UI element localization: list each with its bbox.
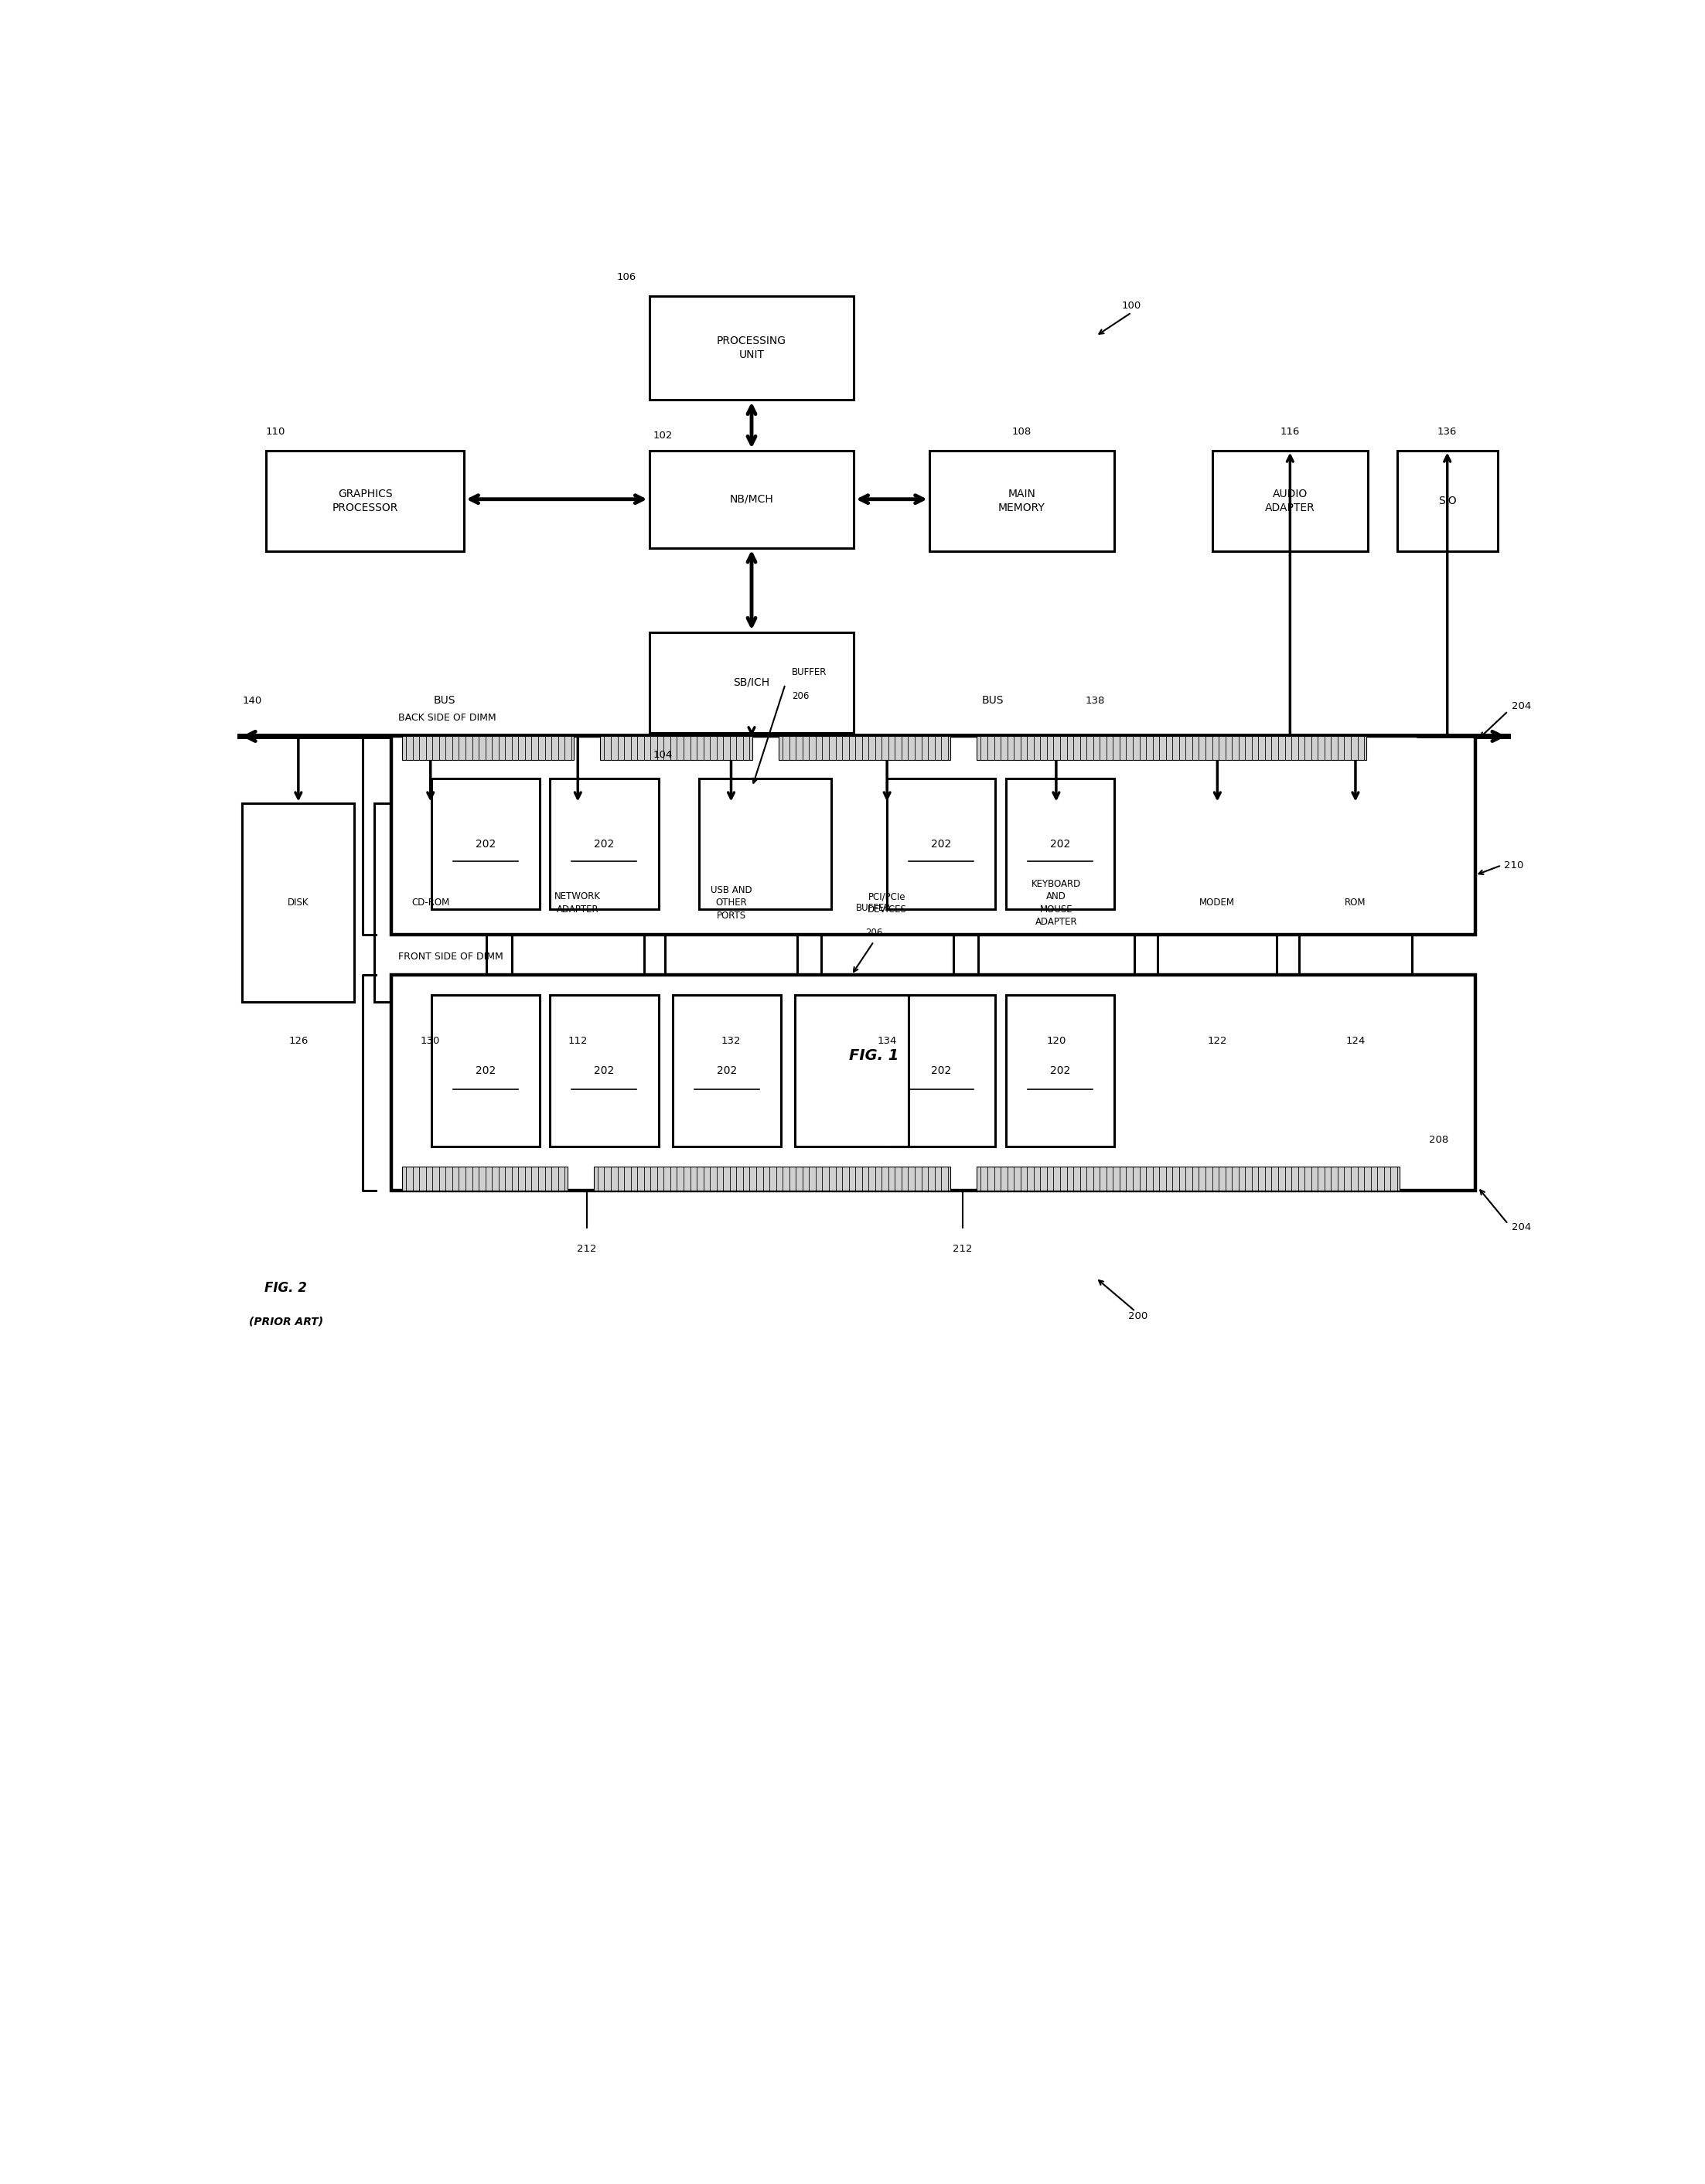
Text: 202: 202 (593, 839, 614, 850)
Bar (665, 804, 798, 1002)
Text: GRAPHICS
PROCESSOR: GRAPHICS PROCESSOR (332, 489, 397, 513)
Text: 106: 106 (617, 273, 636, 282)
Text: 100: 100 (1122, 301, 1141, 310)
Text: NB/MCH: NB/MCH (730, 494, 774, 505)
Text: BUS: BUS (982, 695, 1004, 705)
Text: MODEM: MODEM (1200, 898, 1234, 909)
Text: FIG. 1: FIG. 1 (849, 1048, 899, 1064)
Text: SIO: SIO (1437, 496, 1456, 507)
Text: ROM: ROM (1345, 898, 1366, 909)
Text: 116: 116 (1280, 426, 1299, 437)
Text: AUDIO
ADAPTER: AUDIO ADAPTER (1265, 489, 1315, 513)
Bar (1158, 804, 1277, 1002)
Bar (929, 450, 1115, 550)
Bar (512, 804, 644, 1002)
Bar (887, 778, 996, 909)
Text: 138: 138 (1086, 697, 1105, 705)
Text: 202: 202 (476, 839, 496, 850)
Text: 212: 212 (953, 1245, 972, 1254)
Text: 210: 210 (1504, 860, 1524, 869)
Bar (979, 804, 1134, 1002)
Bar (600, 736, 752, 760)
Text: USB AND
OTHER
PORTS: USB AND OTHER PORTS (711, 885, 752, 922)
Bar (822, 804, 953, 1002)
Text: 108: 108 (1013, 426, 1032, 437)
Bar (650, 295, 854, 400)
Bar (977, 1166, 1400, 1190)
Text: 120: 120 (1047, 1035, 1066, 1046)
Bar (1006, 996, 1115, 1147)
Bar (402, 1166, 568, 1190)
Text: CD-ROM: CD-ROM (411, 898, 450, 909)
Bar (795, 996, 909, 1147)
Text: 136: 136 (1437, 426, 1458, 437)
Text: 132: 132 (721, 1035, 742, 1046)
Bar (593, 1166, 950, 1190)
Text: MAIN
MEMORY: MAIN MEMORY (999, 489, 1045, 513)
Text: 130: 130 (421, 1035, 440, 1046)
Bar (551, 996, 658, 1147)
Text: (PRIOR ART): (PRIOR ART) (249, 1317, 322, 1328)
Text: 202: 202 (476, 1066, 496, 1077)
Bar (392, 974, 1475, 1190)
Text: 134: 134 (876, 1035, 897, 1046)
Text: PCI/PCIe
DEVICES: PCI/PCIe DEVICES (868, 891, 907, 915)
Bar (699, 778, 832, 909)
Text: NETWORK
ADAPTER: NETWORK ADAPTER (554, 891, 602, 915)
Text: BUFFER: BUFFER (791, 668, 827, 677)
Text: 206: 206 (864, 928, 883, 939)
Text: 202: 202 (593, 1066, 614, 1077)
Bar (431, 778, 539, 909)
Text: 212: 212 (578, 1245, 597, 1254)
Text: 202: 202 (1050, 1066, 1071, 1077)
Text: 202: 202 (931, 839, 951, 850)
Text: 124: 124 (1345, 1035, 1366, 1046)
Text: 206: 206 (791, 690, 810, 701)
Bar (650, 450, 854, 548)
Text: 126: 126 (288, 1035, 309, 1046)
Text: 202: 202 (718, 1066, 737, 1077)
Bar (673, 996, 781, 1147)
Bar (1006, 778, 1115, 909)
Bar (779, 736, 950, 760)
Bar (392, 736, 1475, 935)
Bar (887, 996, 996, 1147)
Bar (1212, 450, 1367, 550)
Text: 202: 202 (931, 1066, 951, 1077)
Text: KEYBOARD
AND
MOUSE
ADAPTER: KEYBOARD AND MOUSE ADAPTER (1032, 878, 1081, 926)
Text: BUS: BUS (433, 695, 455, 705)
Bar (242, 804, 355, 1002)
Text: 200: 200 (1129, 1310, 1147, 1321)
Text: BUFFER: BUFFER (856, 902, 892, 913)
Text: 112: 112 (568, 1035, 588, 1046)
Bar (551, 778, 658, 909)
Bar (431, 996, 539, 1147)
Bar (977, 736, 1367, 760)
Text: PROCESSING
UNIT: PROCESSING UNIT (716, 336, 786, 360)
Text: FIG. 2: FIG. 2 (264, 1282, 307, 1295)
Text: FRONT SIDE OF DIMM: FRONT SIDE OF DIMM (399, 952, 503, 961)
Bar (650, 631, 854, 734)
Bar (1299, 804, 1412, 1002)
Text: 202: 202 (1050, 839, 1071, 850)
Text: 140: 140 (242, 697, 263, 705)
Text: 204: 204 (1512, 701, 1531, 712)
Text: 122: 122 (1207, 1035, 1228, 1046)
Text: 110: 110 (266, 426, 286, 437)
Text: SB/ICH: SB/ICH (733, 677, 769, 688)
Text: 208: 208 (1429, 1136, 1449, 1144)
Bar (1396, 450, 1497, 550)
Bar (375, 804, 486, 1002)
Text: 104: 104 (653, 749, 673, 760)
Bar (402, 736, 575, 760)
Text: BACK SIDE OF DIMM: BACK SIDE OF DIMM (399, 712, 496, 723)
Text: 102: 102 (653, 430, 673, 441)
Text: DISK: DISK (288, 898, 309, 909)
Bar (266, 450, 464, 550)
Text: 204: 204 (1512, 1223, 1531, 1232)
